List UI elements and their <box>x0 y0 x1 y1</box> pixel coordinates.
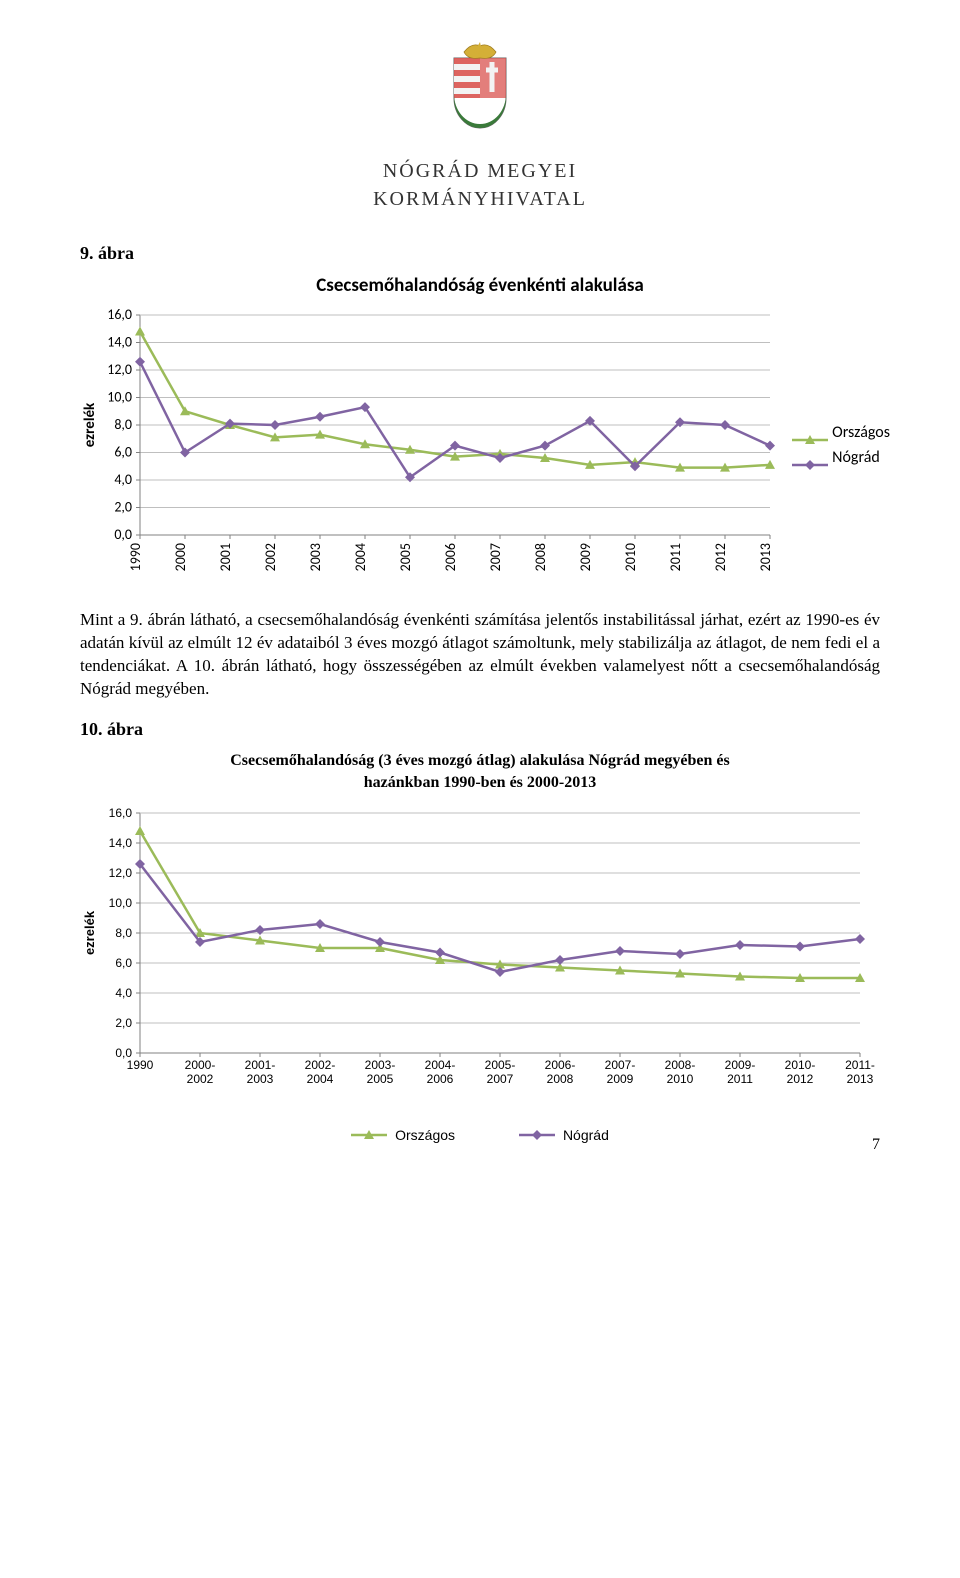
svg-text:14,0: 14,0 <box>107 334 132 351</box>
svg-text:ezrelék: ezrelék <box>82 910 97 955</box>
svg-text:12,0: 12,0 <box>109 866 133 880</box>
body-paragraph: Mint a 9. ábrán látható, a csecsemőhalan… <box>80 609 880 701</box>
svg-text:2009: 2009 <box>607 1072 634 1086</box>
svg-text:2009-: 2009- <box>725 1058 756 1072</box>
svg-text:2010: 2010 <box>667 1072 694 1086</box>
svg-text:2010-: 2010- <box>785 1058 816 1072</box>
svg-text:2000: 2000 <box>172 543 189 571</box>
legend-label: Országos <box>832 423 890 442</box>
svg-text:2006-: 2006- <box>545 1058 576 1072</box>
svg-text:2004: 2004 <box>307 1072 334 1086</box>
svg-text:10,0: 10,0 <box>107 389 132 406</box>
svg-text:2013: 2013 <box>847 1072 874 1086</box>
svg-text:2008: 2008 <box>532 543 549 571</box>
svg-text:2007-: 2007- <box>605 1058 636 1072</box>
figure9-label: 9. ábra <box>80 243 880 264</box>
org-name-line1: NÓGRÁD MEGYEI <box>80 157 880 185</box>
svg-text:2000-: 2000- <box>185 1058 216 1072</box>
svg-text:2005: 2005 <box>397 543 414 571</box>
figure9-title: Csecsemőhalandóság évenkénti alakulása <box>80 274 880 297</box>
figure9-chart: 0,0 2,0 4,0 6,0 8,0 10,0 12,0 14,0 16,0 1990 2000 2… <box>80 305 880 585</box>
svg-text:2009: 2009 <box>577 543 594 571</box>
svg-text:12,0: 12,0 <box>107 361 132 378</box>
svg-text:4,0: 4,0 <box>114 471 132 488</box>
svg-text:2006: 2006 <box>442 543 459 571</box>
svg-text:2002-: 2002- <box>305 1058 336 1072</box>
svg-text:2002: 2002 <box>187 1072 214 1086</box>
svg-text:2008-: 2008- <box>665 1058 696 1072</box>
svg-text:2012: 2012 <box>787 1072 814 1086</box>
svg-text:16,0: 16,0 <box>107 306 132 323</box>
svg-text:2013: 2013 <box>757 543 774 571</box>
legend-label: Országos <box>395 1127 455 1143</box>
svg-text:2007: 2007 <box>487 1072 514 1086</box>
svg-text:2011: 2011 <box>667 543 684 571</box>
svg-text:2011: 2011 <box>727 1072 753 1086</box>
svg-text:2003: 2003 <box>247 1072 274 1086</box>
org-name-line2: KORMÁNYHIVATAL <box>80 185 880 213</box>
svg-text:10,0: 10,0 <box>109 896 133 910</box>
svg-text:2004: 2004 <box>352 543 369 571</box>
legend-label: Nógrád <box>563 1127 609 1143</box>
svg-text:2,0: 2,0 <box>115 1016 132 1030</box>
svg-text:ezrelék: ezrelék <box>81 402 99 447</box>
svg-text:1990: 1990 <box>127 1058 154 1072</box>
figure10-title: Csecsemőhalandóság (3 éves mozgó átlag) … <box>80 750 880 795</box>
svg-text:2012: 2012 <box>712 543 729 571</box>
figure10-legend: Országos Nógrád <box>80 1127 880 1144</box>
figure9-legend: Országos Nógrád <box>792 417 890 473</box>
svg-text:2001-: 2001- <box>245 1058 276 1072</box>
svg-text:0,0: 0,0 <box>114 526 132 543</box>
figure10-chart: 0,02,04,06,08,010,012,014,016,019902000-… <box>80 803 880 1103</box>
svg-text:2,0: 2,0 <box>114 499 132 516</box>
svg-text:2006: 2006 <box>427 1072 454 1086</box>
legend-item-nograd: Nógrád <box>519 1127 609 1143</box>
page-header: NÓGRÁD MEGYEI KORMÁNYHIVATAL <box>80 40 880 213</box>
svg-text:2005-: 2005- <box>485 1058 516 1072</box>
svg-text:8,0: 8,0 <box>115 926 132 940</box>
hungary-crest-icon <box>444 40 516 145</box>
svg-text:6,0: 6,0 <box>114 444 132 461</box>
svg-text:4,0: 4,0 <box>115 986 132 1000</box>
svg-text:2003-: 2003- <box>365 1058 396 1072</box>
svg-text:2007: 2007 <box>487 543 504 571</box>
svg-text:6,0: 6,0 <box>115 956 132 970</box>
svg-text:2001: 2001 <box>217 543 234 571</box>
svg-text:2005: 2005 <box>367 1072 394 1086</box>
svg-text:2003: 2003 <box>307 543 324 571</box>
legend-item-orszagos: Országos <box>351 1127 455 1143</box>
svg-text:2004-: 2004- <box>425 1058 456 1072</box>
legend-item-orszagos: Országos <box>792 423 890 442</box>
svg-text:2010: 2010 <box>622 543 639 571</box>
figure10-label: 10. ábra <box>80 719 880 740</box>
svg-text:14,0: 14,0 <box>109 836 133 850</box>
svg-text:16,0: 16,0 <box>109 806 133 820</box>
legend-label: Nógrád <box>832 448 880 467</box>
svg-text:2008: 2008 <box>547 1072 574 1086</box>
page-number: 7 <box>872 1136 880 1154</box>
svg-text:1990: 1990 <box>127 543 144 571</box>
svg-text:2011-: 2011- <box>845 1058 875 1072</box>
legend-item-nograd: Nógrád <box>792 448 890 467</box>
svg-text:8,0: 8,0 <box>114 416 132 433</box>
svg-text:2002: 2002 <box>262 543 279 571</box>
